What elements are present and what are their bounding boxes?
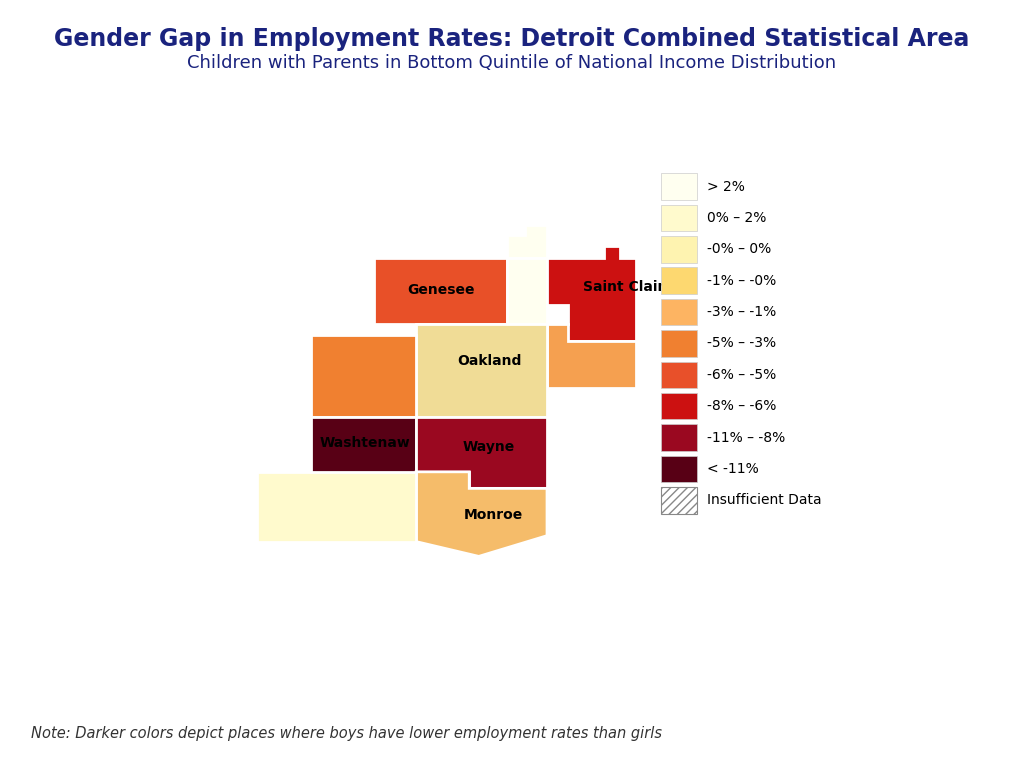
Text: -0% – 0%: -0% – 0% <box>708 243 771 257</box>
Bar <box>662 393 697 419</box>
Bar <box>662 424 697 451</box>
Bar <box>662 267 697 294</box>
Polygon shape <box>310 335 416 418</box>
Text: -11% – -8%: -11% – -8% <box>708 431 785 445</box>
Polygon shape <box>547 246 636 340</box>
Bar <box>662 174 697 200</box>
Text: -3% – -1%: -3% – -1% <box>708 305 776 319</box>
Text: -6% – -5%: -6% – -5% <box>708 368 776 382</box>
Text: Children with Parents in Bottom Quintile of National Income Distribution: Children with Parents in Bottom Quintile… <box>187 54 837 71</box>
Text: -8% – -6%: -8% – -6% <box>708 399 776 413</box>
Text: Gender Gap in Employment Rates: Detroit Combined Statistical Area: Gender Gap in Employment Rates: Detroit … <box>54 27 970 51</box>
Text: -5% – -3%: -5% – -3% <box>708 336 776 350</box>
Polygon shape <box>416 324 547 418</box>
Text: Insufficient Data: Insufficient Data <box>708 493 822 507</box>
Text: Saint Clair: Saint Clair <box>584 280 665 294</box>
Polygon shape <box>310 418 416 488</box>
Bar <box>662 362 697 388</box>
Text: Monroe: Monroe <box>464 508 523 522</box>
Polygon shape <box>416 418 547 488</box>
Text: 0% – 2%: 0% – 2% <box>708 211 767 225</box>
Bar <box>662 487 697 514</box>
Polygon shape <box>507 225 547 258</box>
Polygon shape <box>547 324 636 388</box>
Text: < -11%: < -11% <box>708 462 759 476</box>
Polygon shape <box>374 258 507 324</box>
Text: Genesee: Genesee <box>408 283 475 297</box>
Text: Oakland: Oakland <box>457 354 521 368</box>
Text: > 2%: > 2% <box>708 180 745 194</box>
Text: Note: Darker colors depict places where boys have lower employment rates than gi: Note: Darker colors depict places where … <box>31 726 662 741</box>
Polygon shape <box>507 258 547 324</box>
Bar <box>662 299 697 326</box>
Bar <box>662 205 697 231</box>
Text: Washtenaw: Washtenaw <box>319 436 410 450</box>
Bar <box>662 455 697 482</box>
Text: -1% – -0%: -1% – -0% <box>708 274 776 288</box>
Text: Wayne: Wayne <box>463 440 515 454</box>
Bar <box>662 330 697 357</box>
Bar <box>662 236 697 263</box>
Polygon shape <box>257 472 416 541</box>
Polygon shape <box>416 472 547 556</box>
